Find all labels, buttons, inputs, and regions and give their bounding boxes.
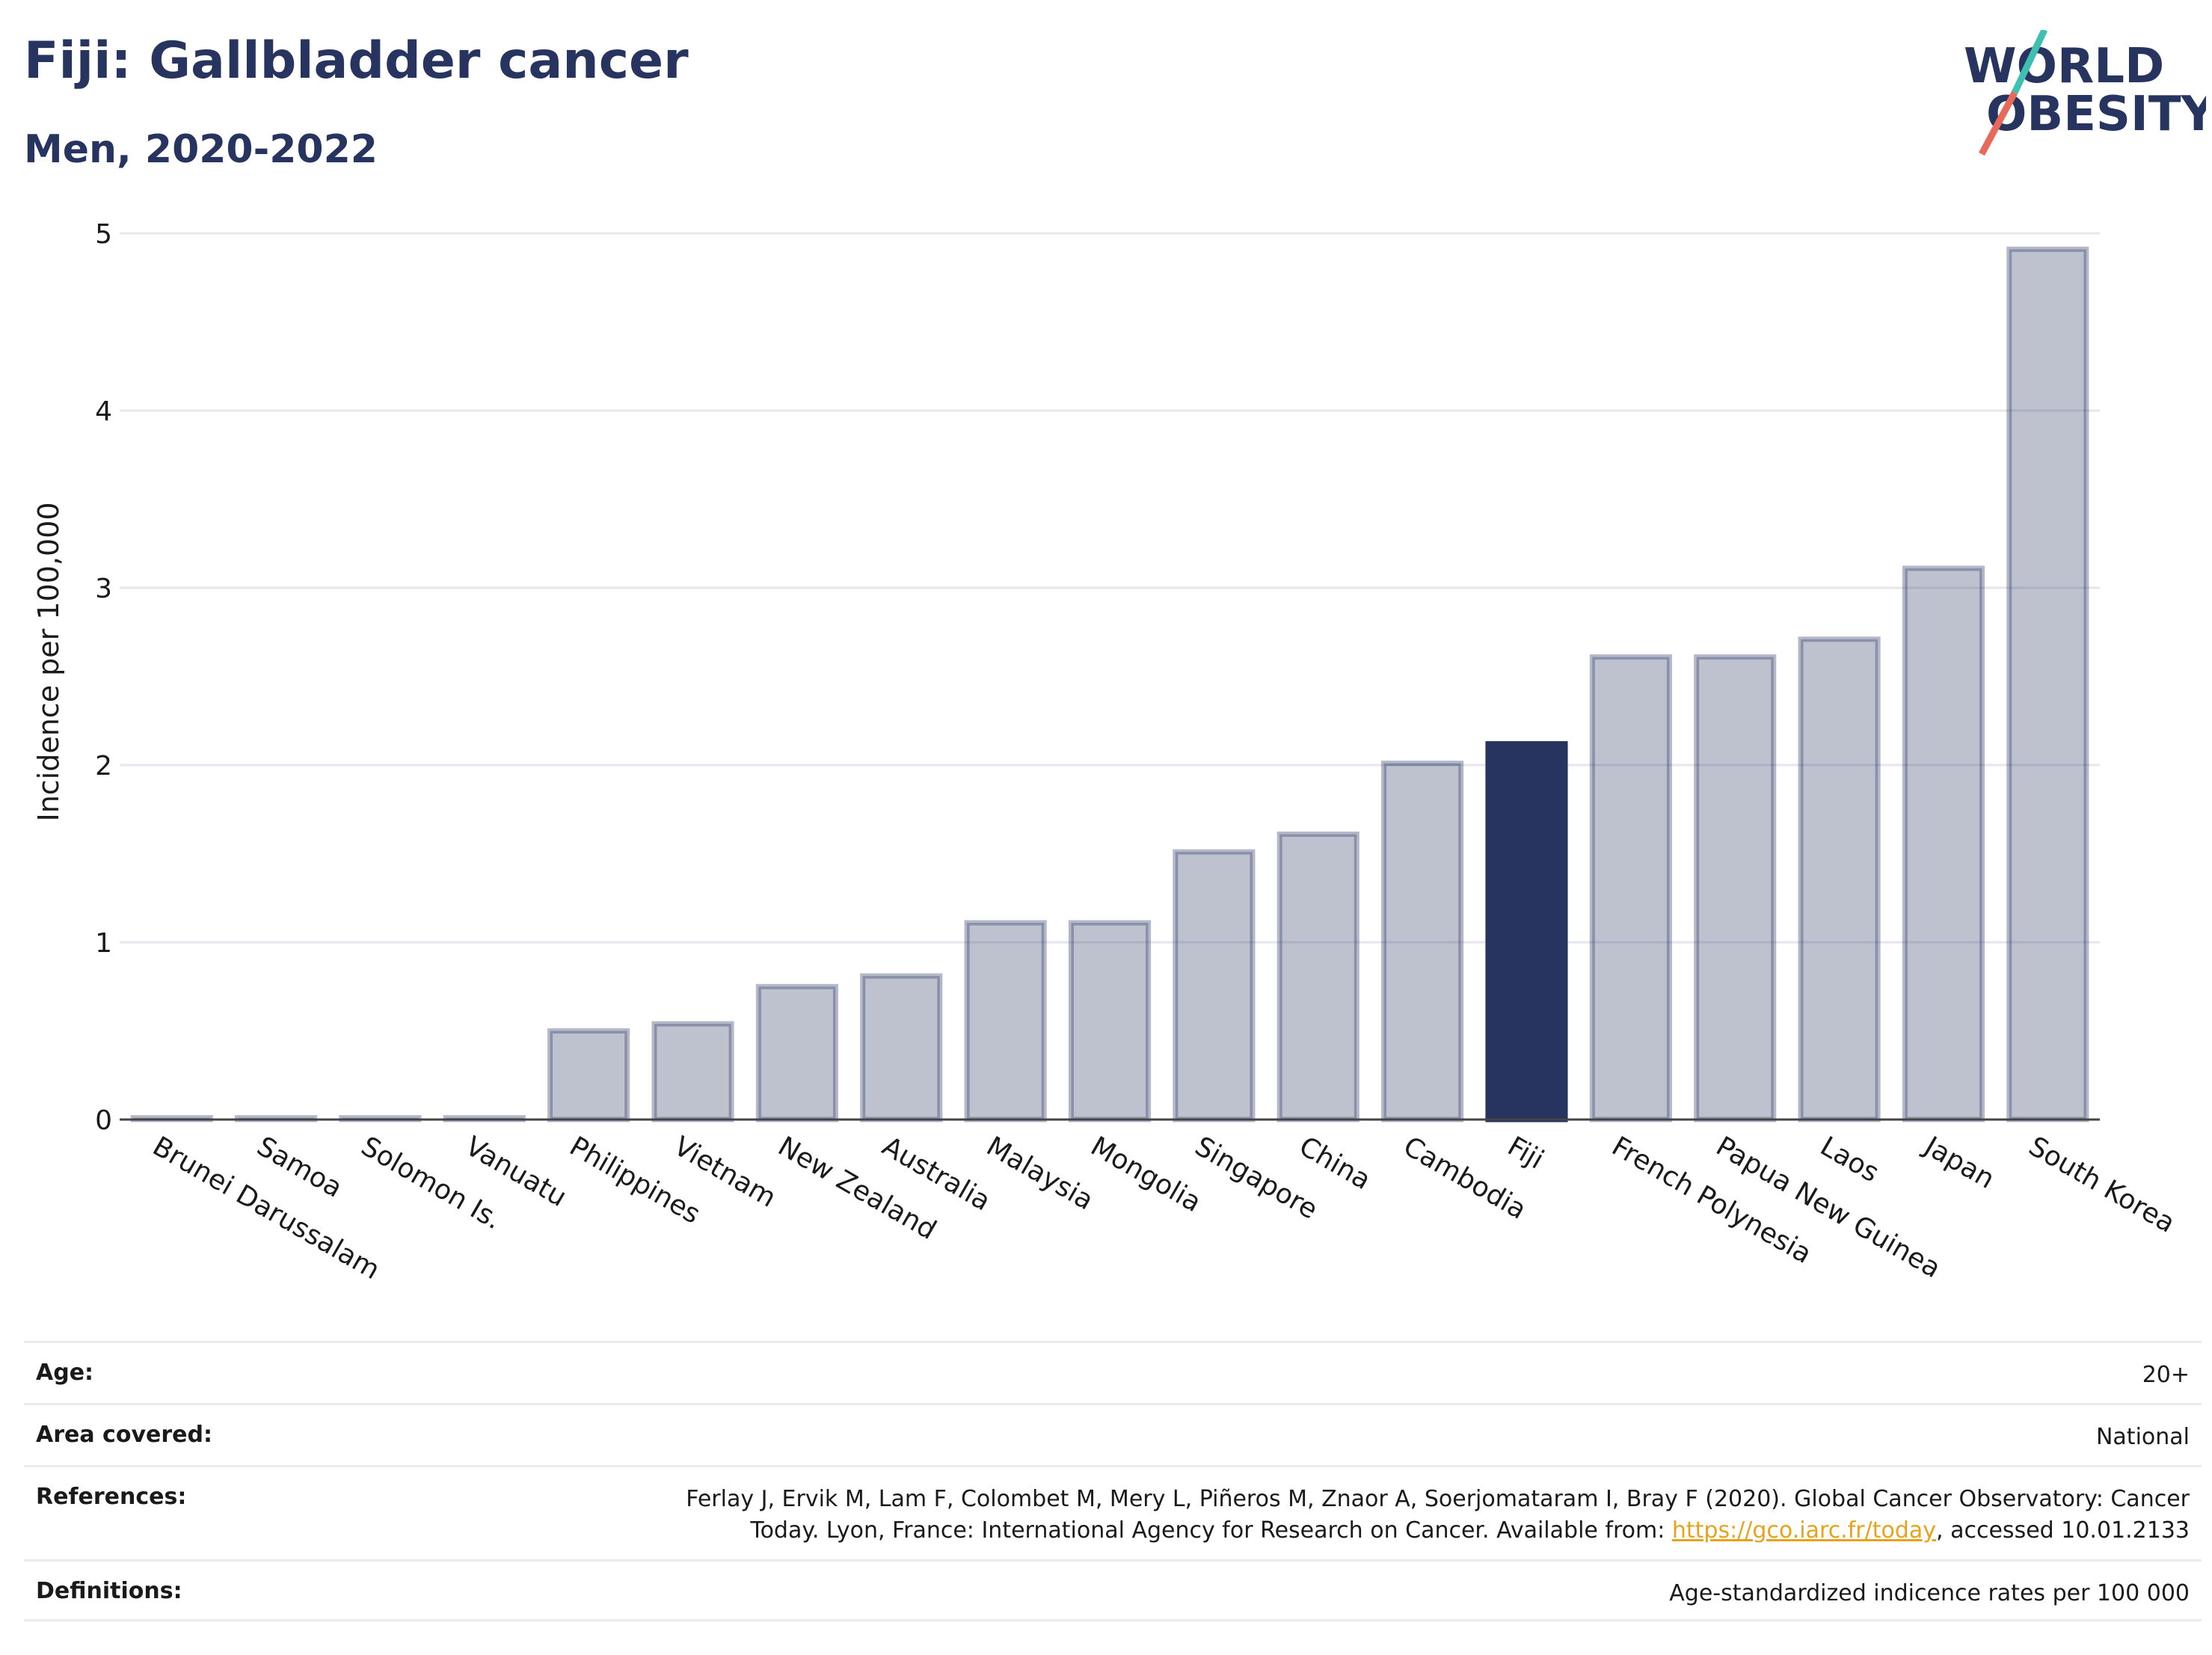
meta-row-area: Area covered: National	[24, 1403, 2202, 1465]
bar-laos	[1798, 636, 1881, 1123]
references-line2-post: , accessed 10.01.2133	[1936, 1517, 2190, 1544]
bar-malaysia	[964, 920, 1047, 1123]
x-tick-label: Fiji	[1502, 1131, 1549, 1176]
references-value: Ferlay J, Ervik M, Lam F, Colombet M, Me…	[686, 1484, 2190, 1547]
references-link[interactable]: https://gco.iarc.fr/today	[1671, 1517, 1937, 1544]
x-tick-label: French Polynesia	[1606, 1131, 1816, 1270]
bar-new-zealand	[755, 983, 838, 1123]
y-tick-label: 0	[95, 1105, 112, 1136]
y-tick-label: 5	[95, 219, 112, 250]
definitions-value: Age-standardized indicence rates per 100…	[1669, 1580, 2190, 1606]
y-tick-label: 3	[95, 574, 112, 604]
age-label: Age:	[36, 1360, 94, 1386]
x-tick-label: Mongolia	[1086, 1131, 1207, 1218]
world-obesity-logo: WORLD OBESITY	[1964, 30, 2206, 156]
age-value: 20+	[2142, 1362, 2190, 1388]
definitions-label: Definitions:	[36, 1578, 182, 1604]
bar-mongolia	[1068, 920, 1152, 1123]
page-title: Fiji: Gallbladder cancer	[24, 31, 689, 90]
y-tick-label: 1	[95, 928, 112, 959]
x-tick-label: Laos	[1815, 1131, 1884, 1188]
meta-row-definitions: Definitions: Age-standardized indicence …	[24, 1559, 2202, 1621]
logo-slash-bottom	[1979, 90, 2018, 156]
bar-french-polynesia	[1589, 654, 1672, 1123]
bar-australia	[860, 973, 943, 1123]
x-tick-label: South Korea	[2024, 1131, 2180, 1239]
bar-papua-new-guinea	[1694, 654, 1777, 1123]
bar-china	[1276, 831, 1360, 1123]
y-axis-label: Incidence per 100,000	[32, 502, 65, 821]
y-tick-label: 4	[95, 396, 112, 427]
bar-philippines	[547, 1028, 630, 1123]
bar-japan	[1902, 565, 1985, 1123]
logo-line2: OBESITY	[1986, 87, 2206, 142]
logo-slash-top	[2011, 30, 2048, 94]
references-label: References:	[36, 1484, 187, 1510]
page-subtitle: Men, 2020-2022	[24, 127, 378, 172]
y-tick-label: 2	[95, 751, 112, 782]
metadata-table: Age: 20+ Area covered: National Referenc…	[24, 1341, 2202, 1621]
y-axis-ticks: 0 1 2 3 4 5	[95, 219, 112, 1136]
references-line2-pre: Today. Lyon, France: International Agenc…	[750, 1517, 1672, 1544]
logo-line1: WORLD	[1964, 39, 2164, 94]
x-tick-label: Japan	[1918, 1130, 2000, 1195]
area-value: National	[2095, 1424, 2190, 1450]
meta-row-age: Age: 20+	[24, 1341, 2202, 1403]
chart-grid	[120, 232, 2100, 944]
area-label: Area covered:	[36, 1422, 212, 1448]
references-line1: Ferlay J, Ervik M, Lam F, Colombet M, Me…	[686, 1486, 2190, 1512]
chart-bars	[130, 246, 2089, 1123]
bar-cambodia	[1381, 761, 1464, 1123]
meta-row-references: References: Ferlay J, Ervik M, Lam F, Co…	[24, 1465, 2202, 1559]
bar-fiji	[1485, 741, 1568, 1123]
x-tick-label: Malaysia	[981, 1131, 1099, 1216]
bar-singapore	[1173, 849, 1256, 1123]
bar-vietnam	[651, 1021, 734, 1123]
bar-south-korea	[2006, 246, 2089, 1123]
x-tick-label: China	[1294, 1131, 1376, 1196]
